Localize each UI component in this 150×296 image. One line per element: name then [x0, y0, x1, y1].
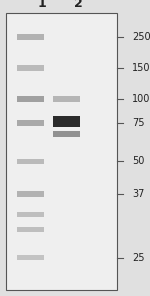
Bar [6, 13, 117, 290]
Text: 150: 150 [132, 63, 150, 73]
Bar [16, 212, 44, 217]
Text: 37: 37 [132, 189, 144, 199]
Text: 2: 2 [74, 0, 82, 10]
Bar [52, 131, 80, 137]
Bar [16, 120, 44, 126]
Bar [16, 255, 44, 260]
Text: 75: 75 [132, 118, 144, 128]
Bar [16, 191, 44, 197]
Bar [16, 34, 44, 40]
Bar [16, 227, 44, 232]
Text: 100: 100 [132, 94, 150, 104]
Bar [16, 96, 44, 102]
Bar [16, 65, 44, 71]
Bar [16, 159, 44, 164]
Text: 50: 50 [132, 156, 144, 166]
Text: 1: 1 [38, 0, 46, 10]
Text: 25: 25 [132, 252, 144, 263]
Text: 250: 250 [132, 32, 150, 42]
Bar [52, 96, 80, 102]
Bar [52, 116, 80, 127]
